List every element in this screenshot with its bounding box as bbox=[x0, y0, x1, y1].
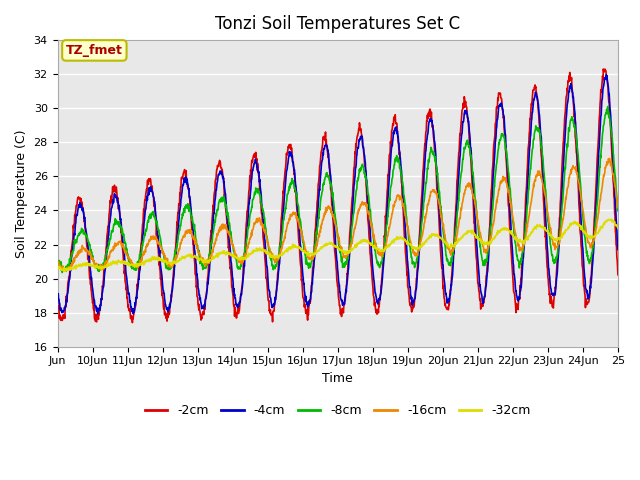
Title: Tonzi Soil Temperatures Set C: Tonzi Soil Temperatures Set C bbox=[215, 15, 460, 33]
Legend: -2cm, -4cm, -8cm, -16cm, -32cm: -2cm, -4cm, -8cm, -16cm, -32cm bbox=[140, 399, 536, 422]
Text: TZ_fmet: TZ_fmet bbox=[66, 44, 123, 57]
Y-axis label: Soil Temperature (C): Soil Temperature (C) bbox=[15, 129, 28, 258]
X-axis label: Time: Time bbox=[323, 372, 353, 385]
